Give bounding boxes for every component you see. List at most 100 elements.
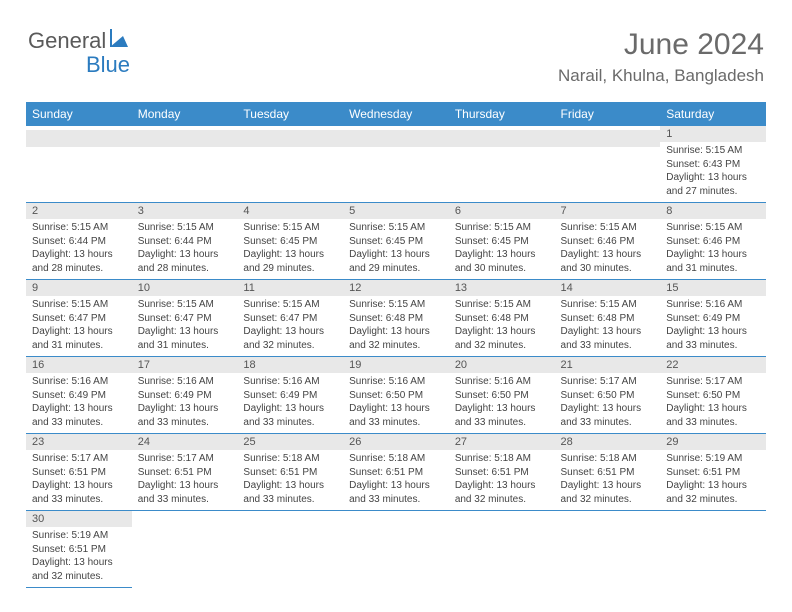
sunrise-line: Sunrise: 5:15 AM: [666, 144, 760, 158]
location: Narail, Khulna, Bangladesh: [558, 66, 764, 86]
sunset-line: Sunset: 6:47 PM: [138, 312, 232, 326]
calendar-row: 1Sunrise: 5:15 AMSunset: 6:43 PMDaylight…: [26, 126, 766, 203]
sunset-line: Sunset: 6:50 PM: [666, 389, 760, 403]
day-number: 20: [449, 357, 555, 373]
day-cell: 13Sunrise: 5:15 AMSunset: 6:48 PMDayligh…: [449, 280, 555, 357]
sunset-line: Sunset: 6:44 PM: [138, 235, 232, 249]
daylight-line: Daylight: 13 hours and 27 minutes.: [666, 171, 760, 198]
calendar-row: 16Sunrise: 5:16 AMSunset: 6:49 PMDayligh…: [26, 357, 766, 434]
daylight-line: Daylight: 13 hours and 33 minutes.: [138, 402, 232, 429]
day-cell: 6Sunrise: 5:15 AMSunset: 6:45 PMDaylight…: [449, 203, 555, 280]
day-cell: 8Sunrise: 5:15 AMSunset: 6:46 PMDaylight…: [660, 203, 766, 280]
header: General Blue June 2024 Narail, Khulna, B…: [0, 0, 792, 94]
sunset-line: Sunset: 6:47 PM: [243, 312, 337, 326]
sunset-line: Sunset: 6:47 PM: [32, 312, 126, 326]
sunrise-line: Sunrise: 5:15 AM: [138, 298, 232, 312]
empty-num-bar: [449, 130, 555, 147]
daylight-line: Daylight: 13 hours and 33 minutes.: [243, 402, 337, 429]
day-number: 6: [449, 203, 555, 219]
empty-num-bar: [555, 130, 661, 147]
sunrise-line: Sunrise: 5:18 AM: [243, 452, 337, 466]
sunrise-line: Sunrise: 5:15 AM: [243, 221, 337, 235]
daylight-line: Daylight: 13 hours and 33 minutes.: [138, 479, 232, 506]
day-number: 24: [132, 434, 238, 450]
dow-tuesday: Tuesday: [237, 102, 343, 126]
sunset-line: Sunset: 6:46 PM: [561, 235, 655, 249]
day-cell: 5Sunrise: 5:15 AMSunset: 6:45 PMDaylight…: [343, 203, 449, 280]
daylight-line: Daylight: 13 hours and 30 minutes.: [455, 248, 549, 275]
sunrise-line: Sunrise: 5:15 AM: [561, 298, 655, 312]
day-number: 21: [555, 357, 661, 373]
sunset-line: Sunset: 6:48 PM: [561, 312, 655, 326]
sunrise-line: Sunrise: 5:15 AM: [561, 221, 655, 235]
daylight-line: Daylight: 13 hours and 33 minutes.: [455, 402, 549, 429]
sunset-line: Sunset: 6:48 PM: [349, 312, 443, 326]
sunrise-line: Sunrise: 5:15 AM: [243, 298, 337, 312]
daylight-line: Daylight: 13 hours and 33 minutes.: [349, 402, 443, 429]
day-number: 7: [555, 203, 661, 219]
day-body: Sunrise: 5:17 AMSunset: 6:51 PMDaylight:…: [132, 450, 238, 510]
sunrise-line: Sunrise: 5:17 AM: [32, 452, 126, 466]
day-cell: 27Sunrise: 5:18 AMSunset: 6:51 PMDayligh…: [449, 434, 555, 511]
empty-num-bar: [237, 130, 343, 147]
day-body: Sunrise: 5:15 AMSunset: 6:45 PMDaylight:…: [343, 219, 449, 279]
dow-wednesday: Wednesday: [343, 102, 449, 126]
sunrise-line: Sunrise: 5:16 AM: [32, 375, 126, 389]
sunrise-line: Sunrise: 5:19 AM: [666, 452, 760, 466]
day-body: Sunrise: 5:15 AMSunset: 6:45 PMDaylight:…: [449, 219, 555, 279]
day-number: 18: [237, 357, 343, 373]
day-body: Sunrise: 5:15 AMSunset: 6:44 PMDaylight:…: [132, 219, 238, 279]
sunset-line: Sunset: 6:50 PM: [455, 389, 549, 403]
day-number: 16: [26, 357, 132, 373]
day-number: 13: [449, 280, 555, 296]
daylight-line: Daylight: 13 hours and 28 minutes.: [32, 248, 126, 275]
empty-cell: [449, 126, 555, 203]
sunset-line: Sunset: 6:45 PM: [349, 235, 443, 249]
dow-row: Sunday Monday Tuesday Wednesday Thursday…: [26, 102, 766, 126]
day-number: 19: [343, 357, 449, 373]
day-body: Sunrise: 5:18 AMSunset: 6:51 PMDaylight:…: [237, 450, 343, 510]
day-body: Sunrise: 5:16 AMSunset: 6:50 PMDaylight:…: [343, 373, 449, 433]
empty-cell: [555, 126, 661, 203]
sunrise-line: Sunrise: 5:17 AM: [561, 375, 655, 389]
day-body: Sunrise: 5:17 AMSunset: 6:51 PMDaylight:…: [26, 450, 132, 510]
daylight-line: Daylight: 13 hours and 32 minutes.: [349, 325, 443, 352]
day-cell: 20Sunrise: 5:16 AMSunset: 6:50 PMDayligh…: [449, 357, 555, 434]
day-cell: 22Sunrise: 5:17 AMSunset: 6:50 PMDayligh…: [660, 357, 766, 434]
day-cell: 16Sunrise: 5:16 AMSunset: 6:49 PMDayligh…: [26, 357, 132, 434]
empty-cell: [237, 126, 343, 203]
day-cell: 1Sunrise: 5:15 AMSunset: 6:43 PMDaylight…: [660, 126, 766, 203]
sunset-line: Sunset: 6:51 PM: [138, 466, 232, 480]
day-body: Sunrise: 5:16 AMSunset: 6:49 PMDaylight:…: [660, 296, 766, 356]
daylight-line: Daylight: 13 hours and 31 minutes.: [138, 325, 232, 352]
daylight-line: Daylight: 13 hours and 33 minutes.: [32, 479, 126, 506]
dow-friday: Friday: [555, 102, 661, 126]
sunset-line: Sunset: 6:51 PM: [32, 543, 126, 557]
sunrise-line: Sunrise: 5:19 AM: [32, 529, 126, 543]
day-number: 8: [660, 203, 766, 219]
daylight-line: Daylight: 13 hours and 31 minutes.: [666, 248, 760, 275]
day-body: Sunrise: 5:15 AMSunset: 6:47 PMDaylight:…: [237, 296, 343, 356]
sunset-line: Sunset: 6:51 PM: [243, 466, 337, 480]
day-cell: 11Sunrise: 5:15 AMSunset: 6:47 PMDayligh…: [237, 280, 343, 357]
day-body: Sunrise: 5:15 AMSunset: 6:48 PMDaylight:…: [343, 296, 449, 356]
sunset-line: Sunset: 6:51 PM: [32, 466, 126, 480]
sunrise-line: Sunrise: 5:16 AM: [243, 375, 337, 389]
dow-saturday: Saturday: [660, 102, 766, 126]
day-body: Sunrise: 5:15 AMSunset: 6:47 PMDaylight:…: [132, 296, 238, 356]
sunset-line: Sunset: 6:49 PM: [32, 389, 126, 403]
daylight-line: Daylight: 13 hours and 32 minutes.: [455, 479, 549, 506]
empty-num-bar: [343, 130, 449, 147]
daylight-line: Daylight: 13 hours and 32 minutes.: [561, 479, 655, 506]
day-body: Sunrise: 5:19 AMSunset: 6:51 PMDaylight:…: [660, 450, 766, 510]
day-number: 11: [237, 280, 343, 296]
sunrise-line: Sunrise: 5:17 AM: [666, 375, 760, 389]
day-number: 10: [132, 280, 238, 296]
day-number: 25: [237, 434, 343, 450]
day-body: Sunrise: 5:15 AMSunset: 6:48 PMDaylight:…: [555, 296, 661, 356]
day-cell: 7Sunrise: 5:15 AMSunset: 6:46 PMDaylight…: [555, 203, 661, 280]
day-number: 5: [343, 203, 449, 219]
day-cell: 25Sunrise: 5:18 AMSunset: 6:51 PMDayligh…: [237, 434, 343, 511]
sunrise-line: Sunrise: 5:15 AM: [455, 298, 549, 312]
day-body: Sunrise: 5:17 AMSunset: 6:50 PMDaylight:…: [660, 373, 766, 433]
